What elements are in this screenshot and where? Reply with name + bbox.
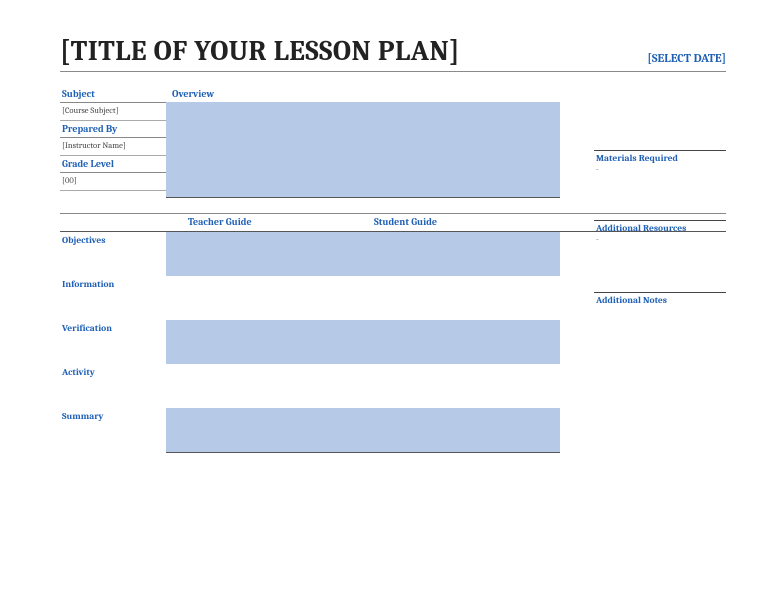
verification-label: Verification: [62, 323, 112, 334]
activity-body[interactable]: [166, 364, 560, 408]
notes-section: Additional Notes: [594, 292, 726, 316]
rows-bottom-rule: [166, 452, 560, 453]
row-activity: Activity: [60, 364, 560, 408]
resources-section: Additional Resources -: [594, 220, 726, 244]
resources-body[interactable]: -: [594, 234, 726, 244]
grade-level-value[interactable]: [00]: [60, 173, 166, 191]
materials-rule: [594, 150, 726, 151]
resources-label: Additional Resources: [594, 223, 726, 234]
row-objectives: Objectives: [60, 232, 560, 276]
materials-label: Materials Required: [594, 153, 726, 164]
notes-label: Additional Notes: [594, 295, 726, 306]
sidebar-column: Materials Required - Additional Resource…: [594, 86, 726, 316]
notes-rule: [594, 292, 726, 293]
summary-label: Summary: [62, 411, 103, 422]
resources-rule: [594, 220, 726, 221]
overview-label: Overview: [166, 86, 560, 102]
subject-label: Subject: [60, 86, 166, 103]
lesson-plan-page: [TITLE OF YOUR LESSON PLAN] [SELECT DATE…: [0, 0, 784, 116]
materials-section: Materials Required -: [594, 150, 726, 174]
verification-body[interactable]: [166, 320, 560, 364]
information-label: Information: [62, 279, 114, 290]
objectives-body[interactable]: [166, 232, 560, 276]
information-body[interactable]: [166, 276, 560, 320]
subject-value[interactable]: [Course Subject]: [60, 103, 166, 121]
header-block: [TITLE OF YOUR LESSON PLAN] [SELECT DATE…: [60, 36, 726, 67]
overview-column: Overview: [166, 86, 560, 198]
overview-body[interactable]: [166, 102, 560, 198]
objectives-label: Objectives: [62, 235, 105, 246]
summary-body[interactable]: [166, 408, 560, 452]
lesson-rows: Objectives Information Verification Acti…: [60, 232, 560, 452]
header-rule: [60, 71, 726, 72]
row-information: Information: [60, 276, 560, 320]
meta-column: Subject [Course Subject] Prepared By [In…: [60, 86, 166, 191]
prepared-by-value[interactable]: [Instructor Name]: [60, 138, 166, 156]
row-verification: Verification: [60, 320, 560, 364]
student-guide-label: Student Guide: [374, 216, 437, 228]
date-field[interactable]: [SELECT DATE]: [647, 51, 726, 65]
page-title[interactable]: [TITLE OF YOUR LESSON PLAN]: [60, 36, 480, 67]
teacher-guide-label: Teacher Guide: [188, 216, 252, 228]
grade-level-label: Grade Level: [60, 156, 166, 173]
row-summary: Summary: [60, 408, 560, 452]
activity-label: Activity: [62, 367, 95, 378]
prepared-by-label: Prepared By: [60, 121, 166, 138]
materials-body[interactable]: -: [594, 164, 726, 174]
notes-body[interactable]: [594, 306, 726, 316]
